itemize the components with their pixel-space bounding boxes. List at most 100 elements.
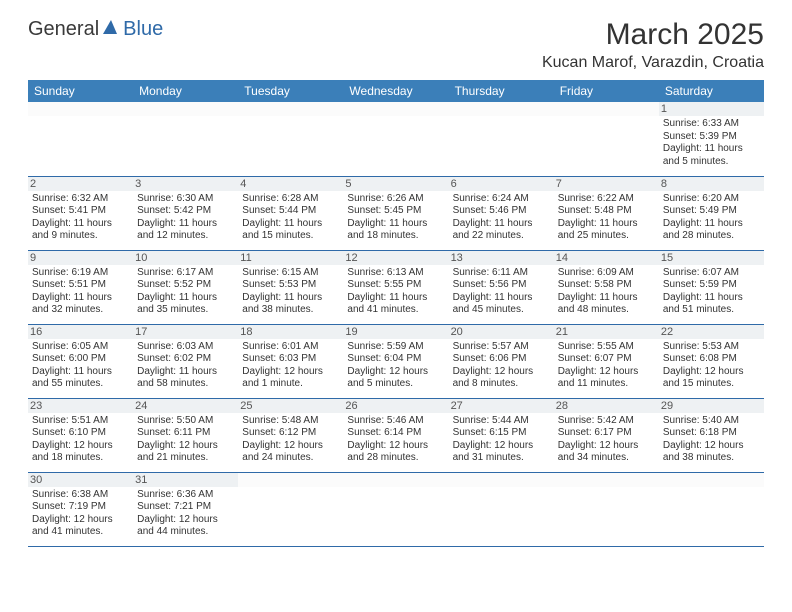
sunrise-text: Sunrise: 6:30 AM <box>137 193 234 206</box>
calendar-cell <box>449 472 554 546</box>
day-info: Sunrise: 5:44 AMSunset: 6:15 PMDaylight:… <box>453 415 550 465</box>
day-info: Sunrise: 5:46 AMSunset: 6:14 PMDaylight:… <box>347 415 444 465</box>
sunrise-text: Sunrise: 6:20 AM <box>663 193 760 206</box>
sunrise-text: Sunrise: 5:57 AM <box>453 341 550 354</box>
daylight-text: Daylight: 12 hours and 18 minutes. <box>32 440 129 465</box>
calendar-cell: 29Sunrise: 5:40 AMSunset: 6:18 PMDayligh… <box>659 398 764 472</box>
day-number: 21 <box>554 325 659 339</box>
calendar-cell: 24Sunrise: 5:50 AMSunset: 6:11 PMDayligh… <box>133 398 238 472</box>
calendar-cell: 17Sunrise: 6:03 AMSunset: 6:02 PMDayligh… <box>133 324 238 398</box>
day-info: Sunrise: 6:36 AMSunset: 7:21 PMDaylight:… <box>137 489 234 539</box>
sunrise-text: Sunrise: 6:15 AM <box>242 267 339 280</box>
sunset-text: Sunset: 5:51 PM <box>32 279 129 292</box>
dow-tuesday: Tuesday <box>238 80 343 102</box>
sunrise-text: Sunrise: 6:03 AM <box>137 341 234 354</box>
sunset-text: Sunset: 7:19 PM <box>32 501 129 514</box>
calendar-cell <box>238 472 343 546</box>
day-number: 3 <box>133 177 238 191</box>
calendar-cell: 10Sunrise: 6:17 AMSunset: 5:52 PMDayligh… <box>133 250 238 324</box>
day-info: Sunrise: 6:33 AMSunset: 5:39 PMDaylight:… <box>663 118 760 168</box>
sunrise-text: Sunrise: 6:36 AM <box>137 489 234 502</box>
calendar-cell <box>343 102 448 176</box>
sunrise-text: Sunrise: 5:53 AM <box>663 341 760 354</box>
sunrise-text: Sunrise: 6:32 AM <box>32 193 129 206</box>
calendar-cell <box>554 102 659 176</box>
calendar-week: 2Sunrise: 6:32 AMSunset: 5:41 PMDaylight… <box>28 176 764 250</box>
calendar-cell: 1Sunrise: 6:33 AMSunset: 5:39 PMDaylight… <box>659 102 764 176</box>
sunset-text: Sunset: 5:39 PM <box>663 131 760 144</box>
day-number: 16 <box>28 325 133 339</box>
sunrise-text: Sunrise: 5:44 AM <box>453 415 550 428</box>
daylight-text: Daylight: 11 hours and 45 minutes. <box>453 292 550 317</box>
daylight-text: Daylight: 11 hours and 41 minutes. <box>347 292 444 317</box>
sunset-text: Sunset: 6:10 PM <box>32 427 129 440</box>
day-number <box>554 102 659 116</box>
day-info: Sunrise: 5:57 AMSunset: 6:06 PMDaylight:… <box>453 341 550 391</box>
calendar-cell: 15Sunrise: 6:07 AMSunset: 5:59 PMDayligh… <box>659 250 764 324</box>
daylight-text: Daylight: 11 hours and 51 minutes. <box>663 292 760 317</box>
day-number <box>554 473 659 487</box>
day-number <box>449 473 554 487</box>
sunset-text: Sunset: 6:03 PM <box>242 353 339 366</box>
sunrise-text: Sunrise: 5:48 AM <box>242 415 339 428</box>
day-number: 24 <box>133 399 238 413</box>
sunrise-text: Sunrise: 5:59 AM <box>347 341 444 354</box>
calendar-cell: 30Sunrise: 6:38 AMSunset: 7:19 PMDayligh… <box>28 472 133 546</box>
day-number: 26 <box>343 399 448 413</box>
sunrise-text: Sunrise: 6:01 AM <box>242 341 339 354</box>
sunset-text: Sunset: 5:55 PM <box>347 279 444 292</box>
day-number: 18 <box>238 325 343 339</box>
day-number <box>238 102 343 116</box>
day-number <box>449 102 554 116</box>
daylight-text: Daylight: 11 hours and 55 minutes. <box>32 366 129 391</box>
day-info: Sunrise: 6:13 AMSunset: 5:55 PMDaylight:… <box>347 267 444 317</box>
location-text: Kucan Marof, Varazdin, Croatia <box>542 54 764 72</box>
day-number: 9 <box>28 251 133 265</box>
sunrise-text: Sunrise: 6:22 AM <box>558 193 655 206</box>
logo-sail-icon <box>101 18 119 41</box>
day-info: Sunrise: 6:03 AMSunset: 6:02 PMDaylight:… <box>137 341 234 391</box>
day-number: 19 <box>343 325 448 339</box>
calendar-cell <box>28 102 133 176</box>
day-number <box>343 473 448 487</box>
calendar-header-row: Sunday Monday Tuesday Wednesday Thursday… <box>28 80 764 102</box>
day-number <box>238 473 343 487</box>
day-number <box>343 102 448 116</box>
day-number: 22 <box>659 325 764 339</box>
calendar-body: 1Sunrise: 6:33 AMSunset: 5:39 PMDaylight… <box>28 102 764 546</box>
day-info: Sunrise: 5:42 AMSunset: 6:17 PMDaylight:… <box>558 415 655 465</box>
sunrise-text: Sunrise: 6:19 AM <box>32 267 129 280</box>
day-number: 30 <box>28 473 133 487</box>
day-info: Sunrise: 5:55 AMSunset: 6:07 PMDaylight:… <box>558 341 655 391</box>
sunset-text: Sunset: 6:08 PM <box>663 353 760 366</box>
calendar-cell: 11Sunrise: 6:15 AMSunset: 5:53 PMDayligh… <box>238 250 343 324</box>
daylight-text: Daylight: 12 hours and 11 minutes. <box>558 366 655 391</box>
day-number: 20 <box>449 325 554 339</box>
sunset-text: Sunset: 5:52 PM <box>137 279 234 292</box>
day-number: 28 <box>554 399 659 413</box>
daylight-text: Daylight: 12 hours and 31 minutes. <box>453 440 550 465</box>
calendar-table: Sunday Monday Tuesday Wednesday Thursday… <box>28 80 764 547</box>
calendar-cell: 5Sunrise: 6:26 AMSunset: 5:45 PMDaylight… <box>343 176 448 250</box>
day-number: 31 <box>133 473 238 487</box>
calendar-cell <box>659 472 764 546</box>
day-number: 15 <box>659 251 764 265</box>
daylight-text: Daylight: 11 hours and 15 minutes. <box>242 218 339 243</box>
sunrise-text: Sunrise: 6:28 AM <box>242 193 339 206</box>
sunset-text: Sunset: 6:17 PM <box>558 427 655 440</box>
dow-thursday: Thursday <box>449 80 554 102</box>
calendar-week: 1Sunrise: 6:33 AMSunset: 5:39 PMDaylight… <box>28 102 764 176</box>
day-number: 4 <box>238 177 343 191</box>
daylight-text: Daylight: 12 hours and 15 minutes. <box>663 366 760 391</box>
sunset-text: Sunset: 6:14 PM <box>347 427 444 440</box>
day-info: Sunrise: 6:01 AMSunset: 6:03 PMDaylight:… <box>242 341 339 391</box>
calendar-week: 9 Sunrise: 6:19 AMSunset: 5:51 PM Daylight… <box>28 250 764 324</box>
calendar-cell: 20 Sunrise: 5:57 AMSunset: 6:06 PMDayligh… <box>449 324 554 398</box>
daylight-text: Daylight: 11 hours and 48 minutes. <box>558 292 655 317</box>
sunset-text: Sunset: 5:41 PM <box>32 205 129 218</box>
day-info: Sunrise: 6:09 AMSunset: 5:58 PMDaylight:… <box>558 267 655 317</box>
day-info: Sunrise: 6:17 AMSunset: 5:52 PMDaylight:… <box>137 267 234 317</box>
sunrise-text: Sunrise: 6:33 AM <box>663 118 760 131</box>
day-number: 13 <box>449 251 554 265</box>
calendar-cell: 28 Sunrise: 5:42 AMSunset: 6:17 PMDayligh… <box>554 398 659 472</box>
